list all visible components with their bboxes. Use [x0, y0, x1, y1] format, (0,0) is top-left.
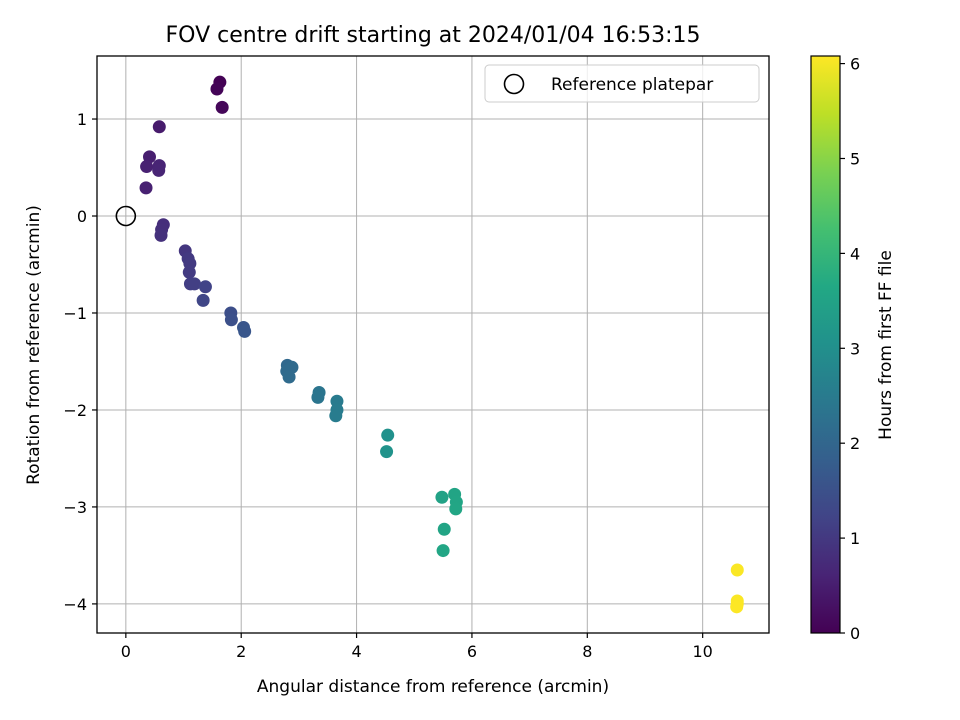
- legend: Reference platepar: [484, 64, 760, 103]
- colorbar-tick-label: 2: [850, 434, 860, 453]
- scatter-point: [381, 428, 395, 442]
- scatter-point: [198, 280, 212, 294]
- scatter-point: [282, 370, 296, 384]
- colorbar-tick-label: 4: [850, 244, 860, 263]
- x-axis-ticks: 0 2 4 6 8 10: [121, 633, 713, 661]
- scatter-point: [380, 445, 394, 459]
- colorbar-tick-label: 0: [850, 624, 860, 643]
- x-tick-label: 2: [236, 642, 246, 661]
- scatter-point: [140, 160, 154, 174]
- scatter-point: [435, 490, 449, 504]
- colorbar-tick-label: 3: [850, 339, 860, 358]
- scatter-point: [730, 563, 744, 577]
- x-tick-label: 10: [692, 642, 712, 661]
- scatter-point: [196, 293, 210, 307]
- scatter-point: [436, 544, 450, 558]
- colorbar-tick-label: 5: [850, 149, 860, 168]
- scatter-point: [210, 82, 224, 96]
- colorbar-frame: [810, 55, 841, 634]
- x-tick-label: 6: [467, 642, 477, 661]
- x-axis-label: Angular distance from reference (arcmin): [257, 677, 609, 697]
- scatter-point: [238, 324, 252, 338]
- reference-platepar-marker: [115, 205, 137, 227]
- legend-entry-reference: Reference platepar: [551, 75, 713, 95]
- colorbar-ticks: 0 1 2 3 4 5 6: [840, 55, 860, 643]
- y-axis-ticks: 1 0 −1 −2 −3 −4: [63, 110, 97, 614]
- colorbar-gradient: [811, 56, 840, 633]
- colorbar: 0 1 2 3 4 5 6 Hours from first FF file: [810, 55, 896, 643]
- chart-title: FOV centre drift starting at 2024/01/04 …: [166, 23, 701, 48]
- y-tick-label: −3: [63, 498, 87, 517]
- scatter-point: [449, 502, 463, 516]
- y-tick-label: −4: [63, 595, 87, 614]
- plot-frame: [96, 55, 770, 634]
- y-tick-label: −1: [63, 304, 87, 323]
- y-tick-label: −2: [63, 401, 87, 420]
- colorbar-tick-label: 6: [850, 55, 860, 74]
- y-tick-label: 1: [77, 110, 87, 129]
- legend-box: [484, 64, 760, 103]
- scatter-point: [437, 522, 451, 536]
- colorbar-label: Hours from first FF file: [876, 250, 896, 440]
- y-tick-label: 0: [77, 207, 87, 226]
- scatter-point: [311, 390, 325, 404]
- x-tick-label: 0: [121, 642, 131, 661]
- x-tick-label: 8: [582, 642, 592, 661]
- y-axis-label: Rotation from reference (arcmin): [24, 205, 44, 485]
- scatter-point: [187, 277, 201, 291]
- colorbar-tick-label: 1: [850, 529, 860, 548]
- scatter-point: [152, 120, 166, 134]
- scatter-point: [139, 181, 153, 195]
- scatter-point: [154, 228, 168, 242]
- scatter-point: [224, 313, 238, 327]
- legend-open-circle-icon: [503, 73, 525, 95]
- scatter-point: [182, 265, 196, 279]
- scatter-point: [329, 409, 343, 423]
- scatter-point: [730, 600, 744, 614]
- grid-lines: [97, 56, 769, 633]
- scatter-point: [152, 163, 166, 177]
- data-points: [139, 75, 744, 614]
- scatter-point: [215, 100, 229, 114]
- x-tick-label: 4: [351, 642, 361, 661]
